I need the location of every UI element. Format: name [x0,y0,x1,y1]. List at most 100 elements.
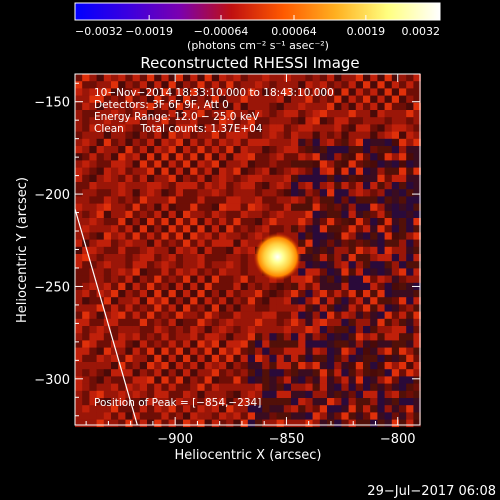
mottle-cell [413,376,421,384]
mottle-cell [82,138,90,147]
mottle-cell [233,218,241,226]
y-tick-label: −250 [34,280,70,295]
mottle-cell [96,340,105,348]
mottle-cell [363,304,371,312]
mottle-cell [341,218,349,226]
mottle-cell [154,153,162,161]
mottle-cell [413,254,421,262]
mottle-cell [305,153,313,161]
mottle-cell [233,88,241,96]
mottle-cell [247,354,256,363]
mottle-cell [132,232,141,240]
mottle-cell [305,376,313,384]
mottle-cell [370,390,378,399]
mottle-cell [406,138,414,147]
mottle-cell [132,261,141,269]
mottle-cell [147,261,155,269]
mottle-cell [363,354,371,363]
mottle-cell [413,297,421,305]
mottle-cell [139,261,148,269]
mottle-cell [82,74,90,82]
mottle-cell [226,419,234,428]
mottle-cell [132,398,141,406]
mottle-cell [384,354,393,363]
mottle-cell [219,88,227,96]
colorbar-gradient [74,2,441,21]
mottle-cell [219,74,227,82]
mottle-cell [161,311,169,320]
mottle-cell [406,160,414,168]
mottle-cell [240,398,249,406]
mottle-cell [147,153,155,161]
mottle-cell [341,369,349,377]
mottle-cell [204,376,213,384]
mottle-cell [240,218,249,226]
mottle-cell [211,304,220,312]
mottle-cell [348,110,357,118]
mottle-cell [406,268,414,276]
mottle-cell [154,304,162,312]
mottle-cell [219,347,227,356]
mottle-cell [111,369,119,377]
mottle-cell [154,369,162,377]
mottle-cell [240,268,249,276]
mottle-cell [161,210,169,219]
mottle-cell [291,153,299,161]
mottle-cell [399,376,407,384]
mottle-cell [319,354,328,363]
mottle-cell [298,239,306,248]
mottle-cell [118,333,126,341]
mottle-cell [204,340,213,348]
mottle-cell [168,282,177,291]
mottle-cell [197,398,205,406]
mottle-cell [334,318,342,327]
mottle-cell [247,419,256,428]
mottle-cell [255,117,263,125]
mottle-cell [183,102,191,111]
mottle-cell [262,146,270,154]
mottle-cell [406,398,414,406]
mottle-cell [219,110,227,118]
mottle-cell [391,210,400,219]
mottle-cell [96,218,105,226]
mottle-cell [75,232,83,240]
mottle-cell [319,268,328,276]
mottle-cell [291,88,299,96]
mottle-cell [233,311,241,320]
mottle-cell [111,347,119,356]
mottle-cell [384,167,393,176]
mottle-cell [183,383,191,392]
mottle-cell [291,110,299,118]
mottle-cell [168,232,177,240]
mottle-cell [89,182,97,190]
mottle-cell [255,232,263,240]
mottle-cell [269,362,277,370]
mottle-cell [82,347,90,356]
mottle-cell [319,318,328,327]
mottle-cell [190,275,198,284]
mottle-cell [384,412,393,420]
mottle-cell [82,304,90,312]
mottle-cell [190,340,198,348]
mottle-cell [183,203,191,212]
mottle-cell [183,110,191,118]
mottle-cell [291,117,299,125]
mottle-cell [384,390,393,399]
mottle-cell [298,326,306,334]
mottle-cell [161,232,169,240]
mottle-cell [132,347,141,356]
mottle-cell [341,131,349,140]
mottle-cell [226,239,234,248]
mottle-cell [132,110,141,118]
mottle-cell [204,203,213,212]
mottle-cell [283,81,292,89]
mottle-cell [391,196,400,204]
mottle-cell [312,153,321,161]
mottle-cell [89,297,97,305]
mottle-cell [75,117,83,125]
mottle-cell [211,405,220,413]
mottle-cell [355,189,364,197]
mottle-cell [147,203,155,212]
mottle-cell [319,326,328,334]
mottle-cell [211,419,220,428]
